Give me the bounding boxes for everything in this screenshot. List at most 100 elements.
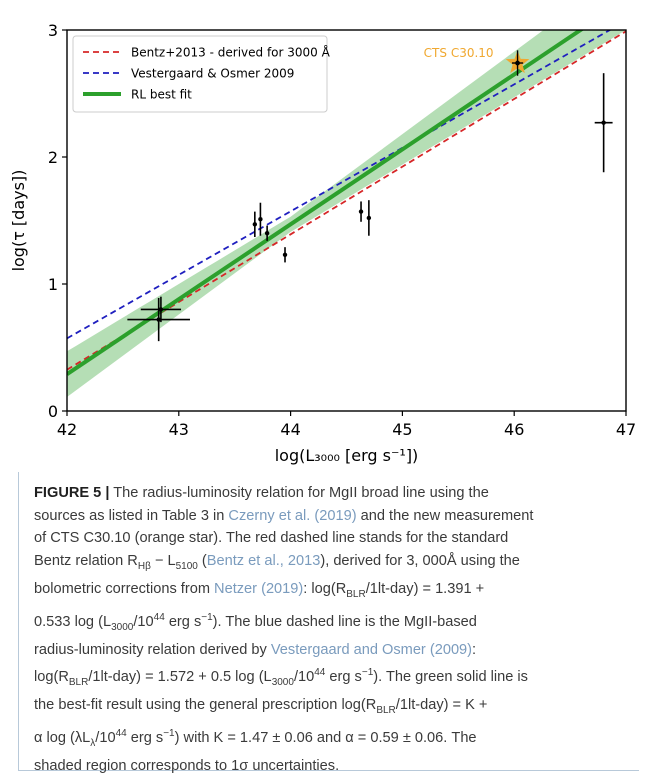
caption-text: /10 — [293, 668, 315, 685]
caption-text: BLR — [376, 705, 396, 716]
reference-link[interactable]: Vestergaard and Osmer (2009) — [270, 642, 473, 659]
caption-text: the best-fit result using the general pr… — [34, 697, 377, 714]
caption-text: of CTS C30.10 (orange star). The red das… — [34, 530, 509, 547]
data-point — [594, 73, 613, 173]
data-point-marker — [158, 307, 164, 312]
legend-box — [72, 35, 328, 113]
data-point — [252, 211, 258, 238]
data-point-marker — [258, 217, 263, 222]
caption-text: 44 — [314, 666, 326, 678]
legend-label: Vestergaard & Osmer 2009 — [131, 67, 294, 81]
data-point — [258, 202, 263, 236]
caption-text: −1 — [201, 611, 213, 623]
caption-text: 3000 — [271, 676, 294, 688]
data-point — [366, 200, 372, 236]
caption-body: FIGURE 5 | The radius-luminosity relatio… — [34, 482, 640, 778]
caption-text: −1 — [361, 666, 374, 678]
data-point-marker — [264, 231, 270, 236]
x-tick-label: 43 — [169, 420, 189, 439]
reference-link[interactable]: Czerny et al. (2019) — [228, 507, 357, 524]
caption-text: ). The blue dashed line is the MgII-base… — [212, 613, 477, 630]
reference-link[interactable]: Netzer (2019) — [214, 581, 304, 598]
data-point-marker — [366, 215, 372, 221]
caption-text: bolometric corrections from — [34, 581, 215, 598]
caption-text: ( — [197, 552, 207, 569]
caption-line: the best-fit result using the general pr… — [34, 694, 640, 723]
caption-line: log(RBLR/1lt-day) = 1.572 + 0.5 log (L30… — [34, 662, 640, 694]
legend-label: RL best fit — [131, 88, 192, 102]
caption-line: 0.533 log (L3000/1044 erg s−1). The blue… — [34, 607, 640, 639]
caption-line: α log (λLλ/1044 erg s−1) with K = 1.47 ±… — [34, 723, 640, 755]
figure-caption: FIGURE 5 | The radius-luminosity relatio… — [34, 482, 640, 778]
caption-text: 44 — [115, 727, 127, 739]
data-point-marker — [156, 317, 161, 322]
caption-line: of CTS C30.10 (orange star). The red das… — [34, 527, 640, 550]
data-point-marker — [515, 60, 520, 66]
caption-text: and the new measurement — [356, 507, 534, 524]
reference-link[interactable]: Bentz et al., 2013 — [206, 552, 321, 569]
caption-text: α log (λL — [34, 729, 91, 746]
caption-text: 3000 — [111, 621, 134, 633]
caption-text: /1lt-day) = 1.572 + 0.5 log (L — [88, 668, 272, 685]
rl-relation-chart: CTS C30.10 42 43 44 45 46 47 0 1 2 3 log(L₃₀₀₀ [erg… — [9, 21, 636, 465]
caption-text: λ — [90, 737, 96, 749]
y-tick-label: 1 — [48, 275, 58, 294]
caption-text: : log(R — [303, 581, 347, 598]
caption-text: The radius-luminosity relation for MgII … — [109, 485, 489, 501]
caption-text: 44 — [153, 611, 165, 623]
data-point-marker — [358, 209, 364, 214]
caption-text: BLR — [346, 589, 366, 601]
caption-text: ). The green solid line is — [373, 668, 528, 685]
caption-line: radius-luminosity relation derived by Ve… — [34, 639, 640, 662]
data-point — [140, 296, 182, 323]
caption-text: Bentz relation R — [34, 552, 138, 569]
data-point — [264, 225, 270, 241]
x-tick-label: 47 — [616, 420, 636, 439]
y-axis-label: log(τ [days]) — [9, 170, 28, 272]
caption-text: /10 — [133, 613, 154, 630]
caption-text: ) with K = 1.47 ± 0.06 and α = 0.59 ± 0.… — [174, 729, 477, 746]
caption-text: 5100 — [175, 560, 198, 572]
y-tick-label: 2 — [48, 148, 58, 167]
data-point-marker — [601, 120, 606, 125]
caption-line: FIGURE 5 | The radius-luminosity relatio… — [34, 482, 640, 505]
data-point — [282, 247, 288, 263]
data-point-marker — [252, 222, 258, 227]
caption-text: : — [472, 642, 477, 659]
caption-text: − L — [150, 552, 176, 569]
data-point — [127, 297, 190, 342]
caption-line: shaded region corresponds to 1σ uncertai… — [34, 755, 640, 778]
cts-c30-10-label: CTS C30.10 — [424, 46, 494, 60]
relation-line-dashed — [67, 30, 612, 340]
x-axis-label: log(L₃₀₀₀ [erg s⁻¹]) — [275, 446, 419, 465]
legend-label: Bentz+2013 - derived for 3000 Å — [131, 45, 331, 60]
legend: Bentz+2013 - derived for 3000 Å Vestergaa… — [72, 35, 331, 113]
x-tick-label: 45 — [392, 420, 412, 439]
figure-label: FIGURE 5 | — [34, 485, 110, 501]
caption-line: sources as listed in Table 3 in Czerny e… — [34, 505, 640, 528]
caption-frame — [18, 472, 639, 771]
relation-line-dashed — [67, 30, 626, 371]
x-tick-label: 46 — [504, 420, 524, 439]
y-tick-label: 0 — [48, 402, 58, 421]
caption-text: ), derived for 3, 000Å using the — [320, 552, 520, 569]
caption-text: /1lt-day) = 1.391 + — [365, 581, 485, 598]
caption-text: log(R — [34, 668, 69, 685]
caption-text: −1 — [163, 727, 175, 739]
data-point-marker — [282, 252, 288, 257]
caption-text: /1lt-day) = K + — [395, 697, 488, 714]
y-tick-label: 3 — [48, 21, 58, 40]
caption-text: Hβ — [137, 560, 151, 572]
x-tick-label: 44 — [280, 420, 300, 439]
x-tick-label: 42 — [57, 420, 77, 439]
caption-text: 0.533 log (L — [34, 613, 112, 630]
caption-text: erg s — [325, 668, 362, 685]
data-point — [358, 201, 364, 222]
caption-text: /10 — [95, 729, 116, 746]
caption-text: radius-luminosity relation derived by — [34, 642, 271, 659]
caption-text: erg s — [164, 613, 202, 630]
caption-text: erg s — [126, 729, 164, 746]
caption-line: Bentz relation RHβ − L5100 (Bentz et al.… — [34, 550, 640, 579]
cts-c30-10-point — [505, 50, 530, 76]
